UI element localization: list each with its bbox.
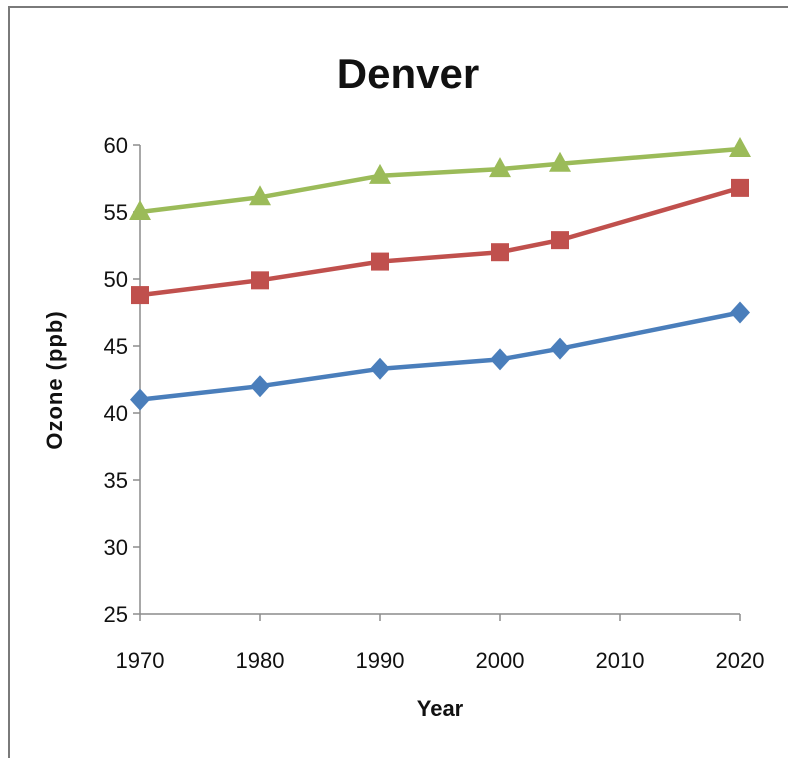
y-tick-label: 40 [104,401,128,426]
data-point [251,271,269,290]
x-tick-label: 2000 [476,648,525,673]
data-point [130,388,150,411]
chart-title: Denver [337,50,479,97]
x-tick-label: 1970 [116,648,165,673]
x-tick-label: 1980 [236,648,285,673]
series-group [129,137,751,411]
x-axis-title: Year [417,696,464,721]
series-line [139,310,741,402]
data-point [129,200,151,220]
axes: 25 30 35 40 45 50 55 60 1970 1980 1990 2000 2010 2020 [104,133,765,673]
series-1 [130,301,750,411]
chart-frame [8,6,788,758]
data-point [371,252,389,271]
x-tick-label: 2020 [716,648,765,673]
data-point [491,243,509,262]
y-tick-label: 25 [104,602,128,627]
series-line [139,185,741,298]
data-point [549,151,571,172]
data-point [249,185,271,206]
y-axis-title: Ozone (ppb) [42,310,67,449]
y-tick-label: 50 [104,267,128,292]
y-tick-label: 60 [104,133,128,158]
data-point [731,178,749,197]
data-point [551,231,569,250]
x-tick-label: 2010 [596,648,645,673]
series-2 [131,178,749,305]
data-point [730,301,750,324]
data-point [250,375,270,398]
y-tick-label: 55 [104,200,128,225]
data-point [489,157,511,178]
data-point [550,337,570,360]
y-tick-label: 45 [104,334,128,359]
data-point [369,163,391,184]
data-point [370,357,390,380]
data-point [131,286,149,305]
x-tick-label: 1990 [356,648,405,673]
series-line [139,146,741,215]
data-point [490,348,510,371]
y-tick-label: 30 [104,535,128,560]
series-3 [129,137,751,220]
y-tick-label: 35 [104,468,128,493]
data-point [729,137,751,158]
